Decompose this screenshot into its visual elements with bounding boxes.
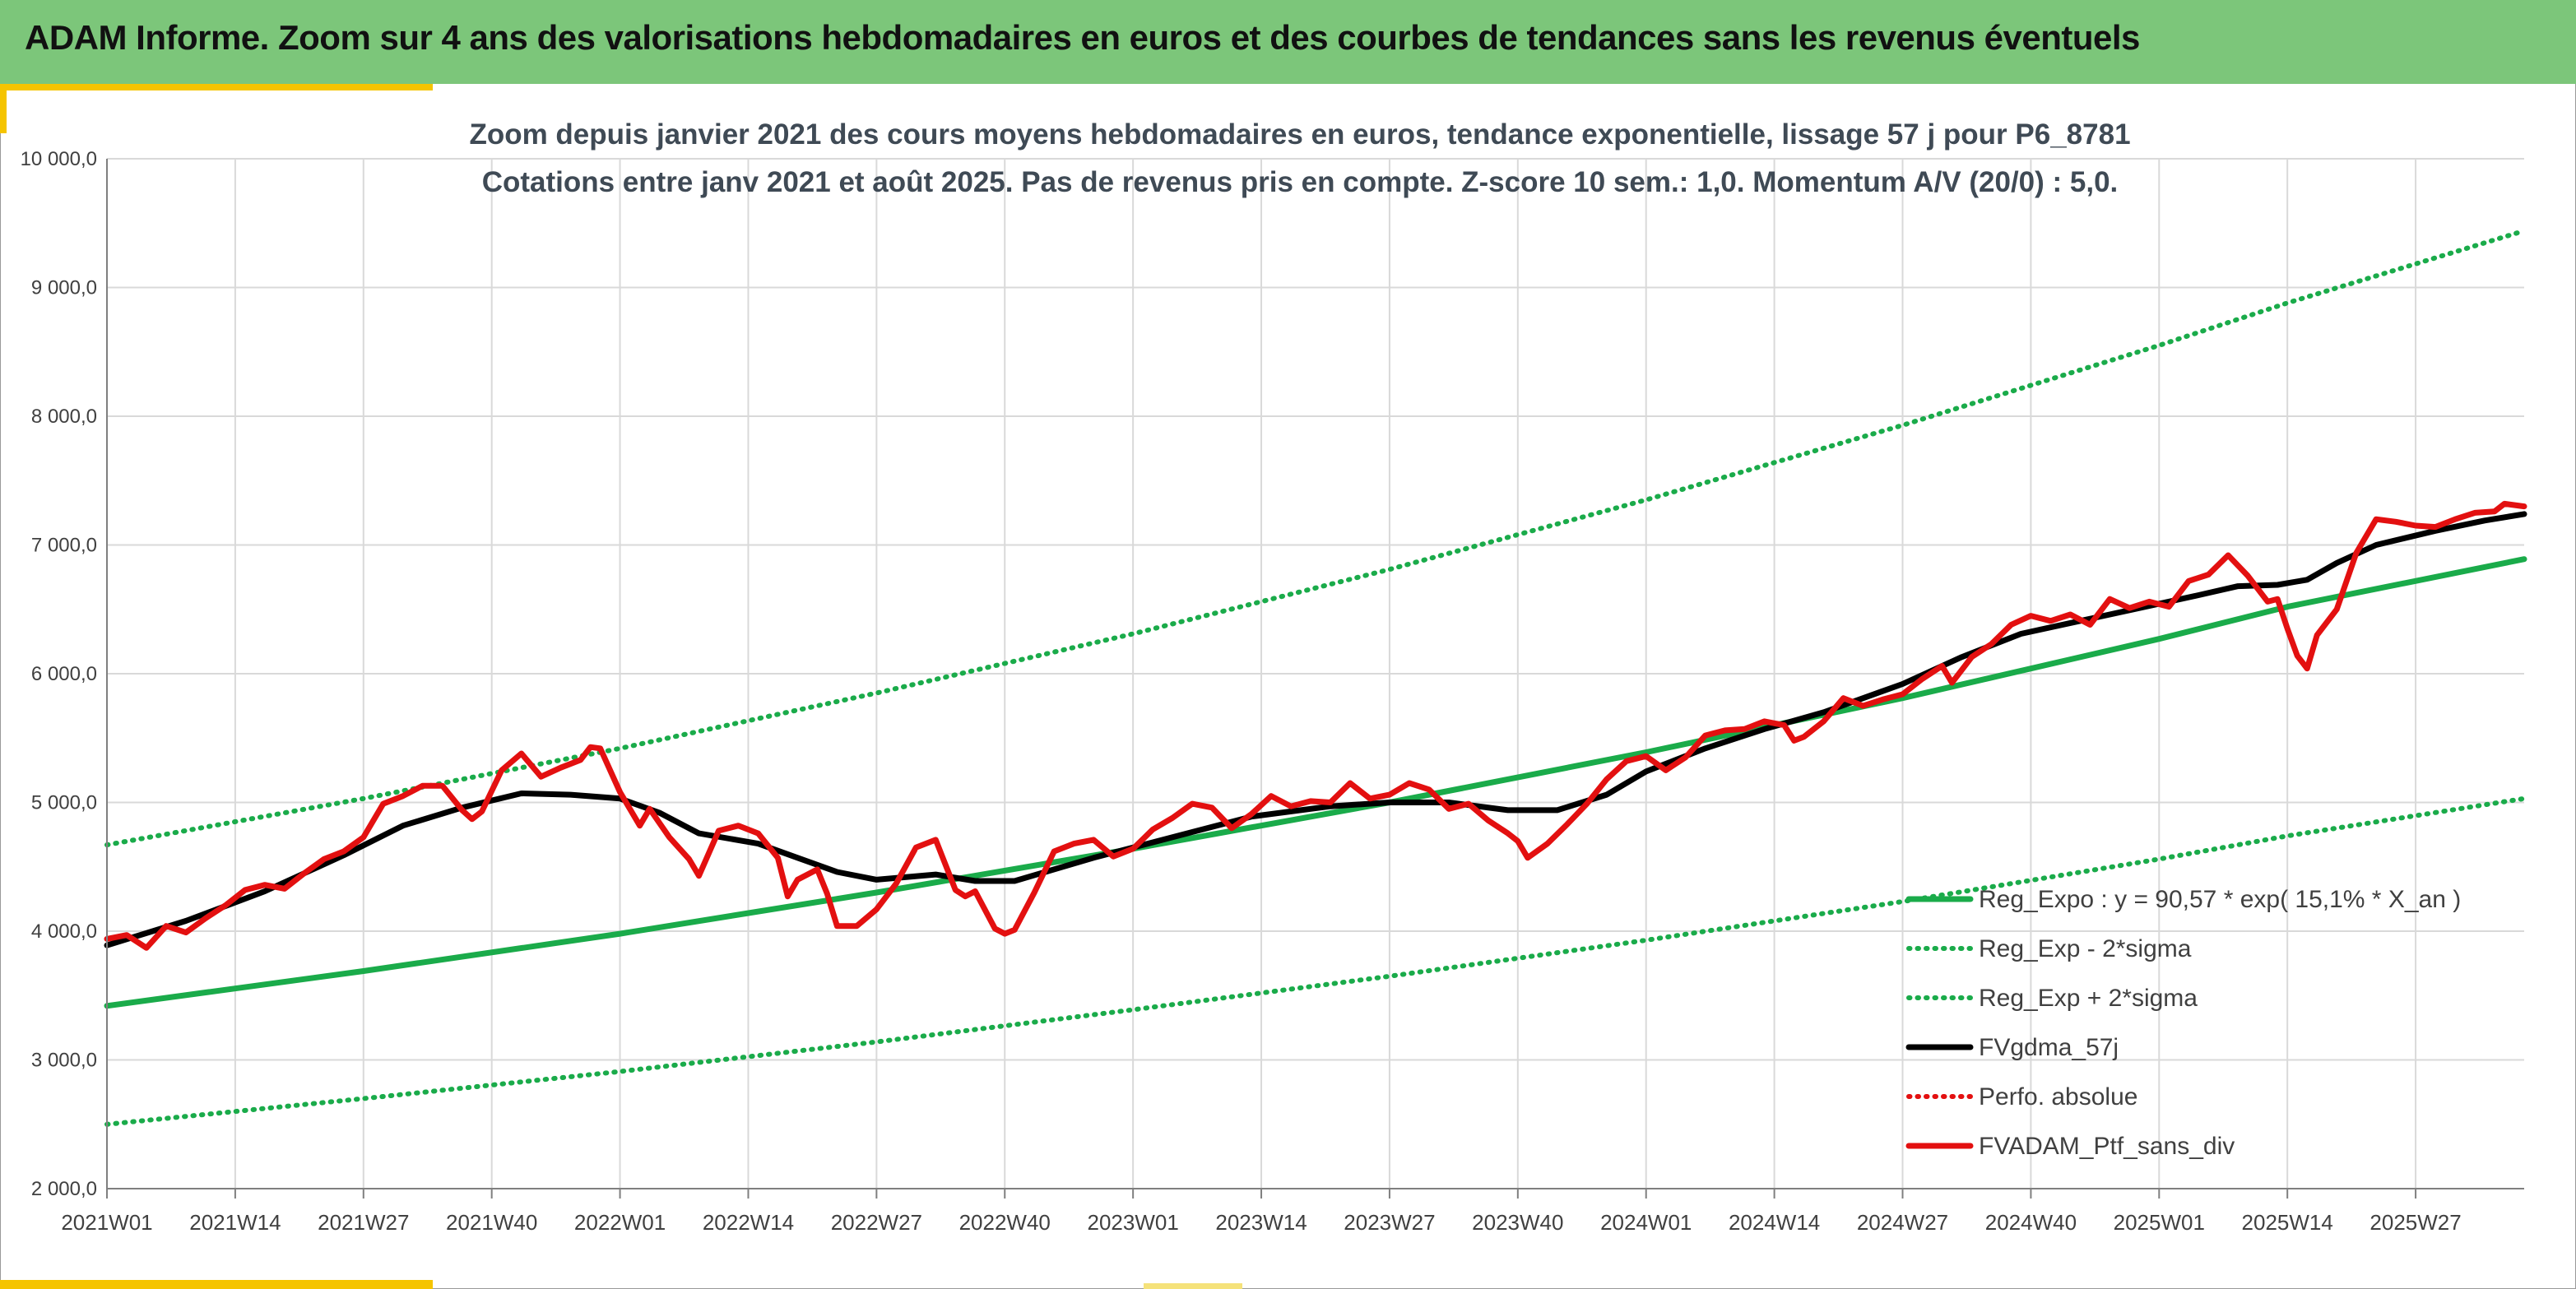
accent-bar-left <box>0 84 7 133</box>
x-tick-label: 2025W14 <box>2242 1210 2333 1235</box>
x-tick-label: 2023W40 <box>1472 1210 1563 1235</box>
series-lines <box>104 228 2527 1127</box>
series-line-4 <box>104 500 2527 951</box>
y-tick-label: 9 000,0 <box>31 277 97 299</box>
x-tick-label: 2024W40 <box>1985 1210 2077 1235</box>
header-banner: ADAM Informe. Zoom sur 4 ans des valoris… <box>0 0 2576 84</box>
legend-label: Reg_Exp - 2*sigma <box>1979 935 2192 962</box>
x-tick-label: 2022W14 <box>703 1210 794 1235</box>
y-tick-label: 10 000,0 <box>21 148 97 170</box>
x-tick-label: 2022W40 <box>959 1210 1051 1235</box>
legend-label: FVADAM_Ptf_sans_div <box>1979 1133 2235 1160</box>
y-tick-label: 4 000,0 <box>31 920 97 943</box>
legend-label: FVgdma_57j <box>1979 1034 2119 1061</box>
series-line-2 <box>104 228 2527 848</box>
gridlines <box>106 158 2524 1189</box>
x-tick-label: 2023W14 <box>1215 1210 1307 1235</box>
x-tick-label: 2023W01 <box>1087 1210 1178 1235</box>
x-tick-label: 2024W27 <box>1857 1210 1948 1235</box>
x-tick-label: 2021W14 <box>189 1210 281 1235</box>
legend: Reg_Expo : y = 90,57 * exp( 15,1% * X_an… <box>1905 886 2461 1160</box>
legend-label: Reg_Expo : y = 90,57 * exp( 15,1% * X_an… <box>1979 886 2461 913</box>
x-tick-label: 2025W27 <box>2369 1210 2461 1235</box>
y-tick-label: 8 000,0 <box>31 406 97 428</box>
axes: 2 000,0 3 000,0 4 000,0 5 000,0 6 000,0 7 000… <box>21 148 2524 1235</box>
x-tick-label: 2024W14 <box>1729 1210 1820 1235</box>
x-tick-label: 2021W40 <box>446 1210 537 1235</box>
legend-label: Perfo. absolue <box>1979 1083 2137 1110</box>
y-tick-label: 6 000,0 <box>31 663 97 685</box>
y-tick-label: 5 000,0 <box>31 792 97 814</box>
accent-bar-bottom-right <box>1144 1283 1242 1289</box>
series-line-3 <box>104 511 2527 948</box>
series-line-1 <box>104 795 2527 1127</box>
accent-bar-bottom <box>0 1280 433 1289</box>
y-tick-label: 7 000,0 <box>31 535 97 557</box>
accent-bar-top <box>0 84 433 90</box>
x-tick-label: 2021W27 <box>318 1210 409 1235</box>
chart-title-line-1: Zoom depuis janvier 2021 des cours moyen… <box>469 118 2130 151</box>
x-tick-label: 2021W01 <box>61 1210 152 1235</box>
x-tick-label: 2025W01 <box>2114 1210 2205 1235</box>
x-tick-label: 2023W27 <box>1344 1210 1435 1235</box>
x-tick-label: 2022W27 <box>831 1210 922 1235</box>
page-title: ADAM Informe. Zoom sur 4 ans des valoris… <box>25 18 2140 57</box>
x-tick-label: 2022W01 <box>574 1210 666 1235</box>
x-tick-label: 2024W01 <box>1600 1210 1692 1235</box>
y-tick-label: 3 000,0 <box>31 1050 97 1072</box>
y-tick-label: 2 000,0 <box>31 1178 97 1200</box>
legend-label: Reg_Exp + 2*sigma <box>1979 985 2198 1012</box>
chart-title-line-2: Cotations entre janv 2021 et août 2025. … <box>482 166 2119 198</box>
